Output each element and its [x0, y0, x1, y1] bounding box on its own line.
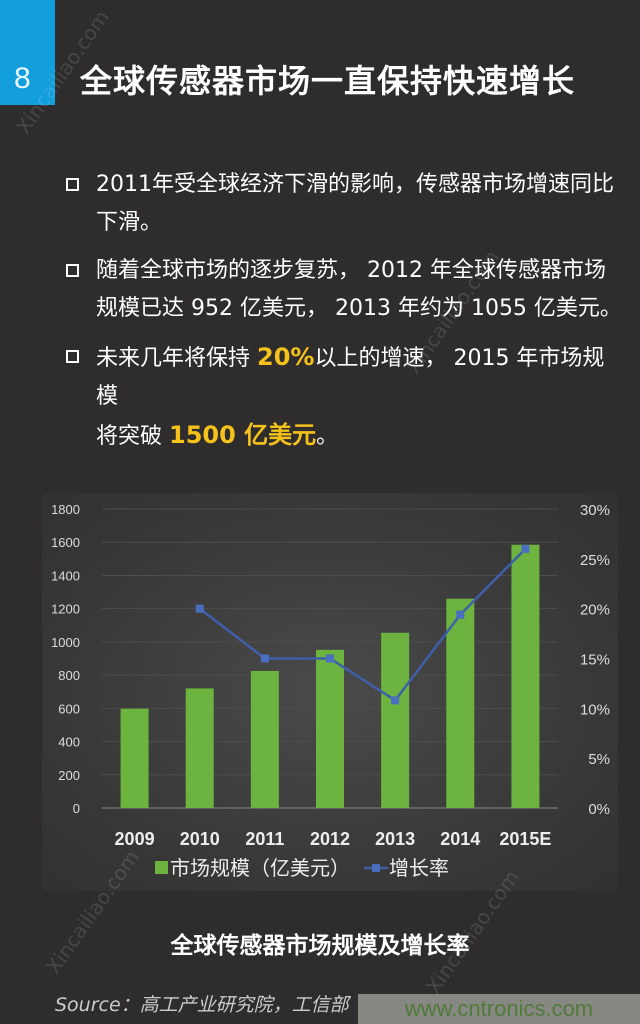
bullet-1: 2011年受全球经济下滑的影响，传感器市场增速同比 下滑。	[66, 166, 626, 242]
growth-point	[391, 696, 400, 705]
source-note: Source：高工产业研究院，工信部	[55, 994, 349, 1016]
bar	[381, 632, 410, 808]
y-left-tick-label: 1400	[51, 568, 80, 583]
growth-point	[260, 654, 269, 663]
highlight-market-size: 1500 亿美元	[169, 421, 317, 449]
x-tick-label: 2013	[375, 829, 415, 849]
legend-bar-swatch	[155, 861, 168, 874]
slide-number-badge: 8	[0, 0, 55, 105]
bar	[250, 670, 279, 808]
bar	[185, 688, 214, 808]
bullet-text: 。	[316, 424, 339, 449]
combo-chart: 0 200 400 600 800 1000 1200 1400 1600 1800 0% 5% 10%…	[51, 502, 610, 880]
y-right-tick-label: 10%	[580, 701, 610, 718]
y-left-tick-label: 0	[73, 801, 80, 816]
x-tick-label: 2010	[180, 829, 220, 849]
bullet-text: 以上的增速， 2015 年市场规模	[96, 346, 605, 409]
site-watermark: www.cntronics.com	[358, 994, 640, 1024]
y-left-tick-label: 600	[58, 701, 80, 716]
y-left-tick-label: 1000	[51, 635, 80, 650]
bullet-text: 2011年受全球经济下滑的影响，传感器市场增速同比	[96, 172, 614, 197]
y-left-tick-label: 200	[58, 768, 80, 783]
x-tick-label: 2011	[245, 829, 284, 849]
y-right-tick-label: 0%	[588, 801, 610, 818]
bar	[446, 598, 475, 808]
legend-line-label: 增长率	[389, 856, 449, 880]
bullet-text: 随着全球市场的逐步复苏， 2012 年全球传感器市场	[96, 258, 606, 283]
bullet-list: 2011年受全球经济下滑的影响，传感器市场增速同比 下滑。 随着全球市场的逐步复…	[66, 166, 626, 466]
y-left-tick-label: 400	[58, 735, 80, 750]
growth-point	[456, 610, 465, 619]
chart-panel: 0 200 400 600 800 1000 1200 1400 1600 1800 0% 5% 10%…	[42, 493, 618, 891]
growth-line	[198, 547, 527, 703]
x-tick-label: 2014	[440, 829, 480, 849]
bullet-text: 规模已达 952 亿美元， 2013 年约为 1055 亿美元。	[96, 296, 622, 321]
y-right-tick-label: 15%	[580, 652, 610, 669]
growth-point	[521, 544, 530, 553]
bullet-text: 下滑。	[96, 210, 163, 235]
y-left-tick-label: 800	[58, 668, 80, 683]
y-right-tick-label: 25%	[580, 552, 610, 569]
square-bullet-icon	[66, 178, 79, 191]
page-title: 全球传感器市场一直保持快速增长	[80, 62, 576, 100]
bar	[316, 649, 344, 808]
y-left-tick-label: 1200	[51, 602, 80, 617]
highlight-growth: 20%	[257, 343, 315, 371]
bar	[120, 708, 149, 808]
y-left-tick-label: 1800	[51, 502, 80, 517]
bullet-2: 随着全球市场的逐步复苏， 2012 年全球传感器市场 规模已达 952 亿美元，…	[66, 252, 626, 328]
x-tick-label: 2012	[310, 829, 350, 849]
legend-line-marker	[372, 864, 380, 872]
bullet-3: 未来几年将保持 20%以上的增速， 2015 年市场规模 将突破 1500 亿美…	[66, 338, 626, 456]
growth-point	[195, 604, 204, 613]
bullet-text: 未来几年将保持	[96, 346, 257, 371]
legend-bar-label: 市场规模（亿美元）	[170, 856, 350, 880]
square-bullet-icon	[66, 264, 79, 277]
square-bullet-icon	[66, 350, 79, 363]
x-tick-label: 2009	[115, 829, 155, 849]
y-right-tick-label: 5%	[588, 751, 610, 768]
bar	[511, 544, 540, 808]
growth-point	[326, 654, 334, 663]
x-tick-label: 2015E	[499, 829, 551, 849]
y-right-tick-label: 30%	[580, 502, 610, 519]
y-left-tick-label: 1600	[51, 535, 80, 550]
slide-number: 8	[14, 62, 31, 95]
y-right-tick-label: 20%	[580, 602, 610, 619]
bullet-text: 将突破	[96, 424, 169, 449]
chart-caption: 全球传感器市场规模及增长率	[170, 933, 470, 959]
